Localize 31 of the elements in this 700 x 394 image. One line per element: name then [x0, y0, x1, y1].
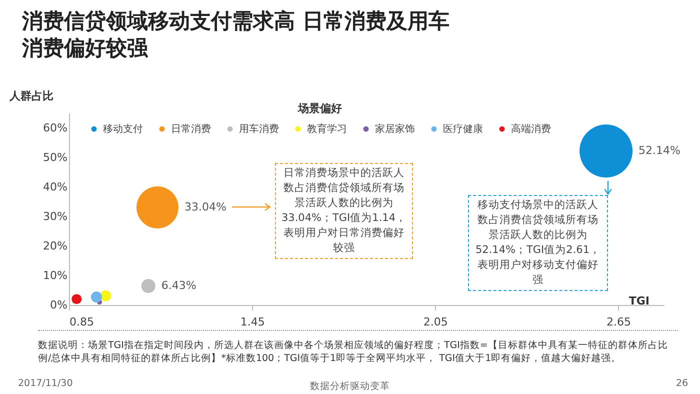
text: 数据分析驱动变革 [310, 381, 390, 392]
data-label: 6.43% [161, 279, 196, 292]
x-tick-label: 2.65 [606, 316, 631, 328]
chart-title: 消费信贷领域移动支付需求高 日常消费及用车消费偏好较强 [22, 8, 450, 62]
legend-title: 场景偏好 [297, 102, 342, 115]
text: 26 [676, 378, 688, 389]
x-axis-title: TGI [628, 294, 650, 308]
y-tick-label: 40% [43, 180, 68, 194]
annotation: 移动支付场景中的活跃人数占消费信贷领域所有场景活跃人数的比例为52.14%；TGI值为2.61，表明用户对移动支付偏好强 [468, 195, 608, 291]
legend-label: 高端消费 [511, 123, 551, 135]
legend-label: 用车消费 [239, 123, 279, 135]
annotation: 日常消费场景中的活跃人数占消费信贷领域所有场景活跃人数的比例为33.04%；TGI值为1.14，表明用户对日常消费偏好较强 [275, 163, 413, 259]
y-tick-label: 60% [43, 121, 68, 134]
data-label: 33.04% [184, 200, 226, 214]
x-tick-label: 1.45 [240, 316, 265, 328]
y-tick-label: 50% [43, 150, 68, 164]
legend-label: 医疗健康 [443, 123, 483, 135]
y-tick-label: 10% [43, 268, 68, 282]
text: 2017/11/30 [18, 378, 73, 389]
y-tick-label: 0% [50, 298, 68, 312]
data-label: 52.14% [638, 144, 680, 157]
x-tick-label: 2.05 [423, 316, 448, 328]
x-tick-label: 0.85 [70, 316, 94, 328]
legend-label: 家居家饰 [375, 123, 415, 135]
text: 数据说明：场景TGI指在指定时间段内，所选人群在该画像中各个场景相应领域的偏好程度；TGI指数=【目标群体中具有某一特征的群体所占比例/总体中具有相同特征的群体所占比例】*标准数100；TGI值等于1即等于全网平均水平， TGI值大于1即有偏好，值越大偏好越强。 [38, 330, 678, 365]
y-tick-label: 20% [43, 239, 68, 252]
legend-label: 移动支付 [103, 123, 143, 135]
legend-label: 日常消费 [171, 123, 211, 135]
legend-label: 教育学习 [307, 123, 347, 135]
y-axis-title: 人群占比 [8, 90, 54, 102]
y-tick-label: 30% [43, 210, 68, 223]
